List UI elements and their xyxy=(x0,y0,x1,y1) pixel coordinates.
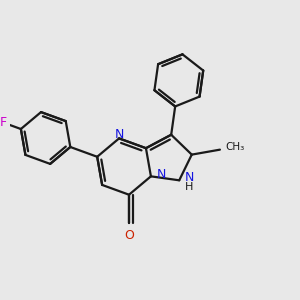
Text: F: F xyxy=(0,116,6,129)
Text: CH₃: CH₃ xyxy=(226,142,245,152)
Text: N: N xyxy=(184,171,194,184)
Text: H: H xyxy=(184,182,193,192)
Text: N: N xyxy=(156,168,166,181)
Text: O: O xyxy=(124,229,134,242)
Text: N: N xyxy=(114,128,124,141)
